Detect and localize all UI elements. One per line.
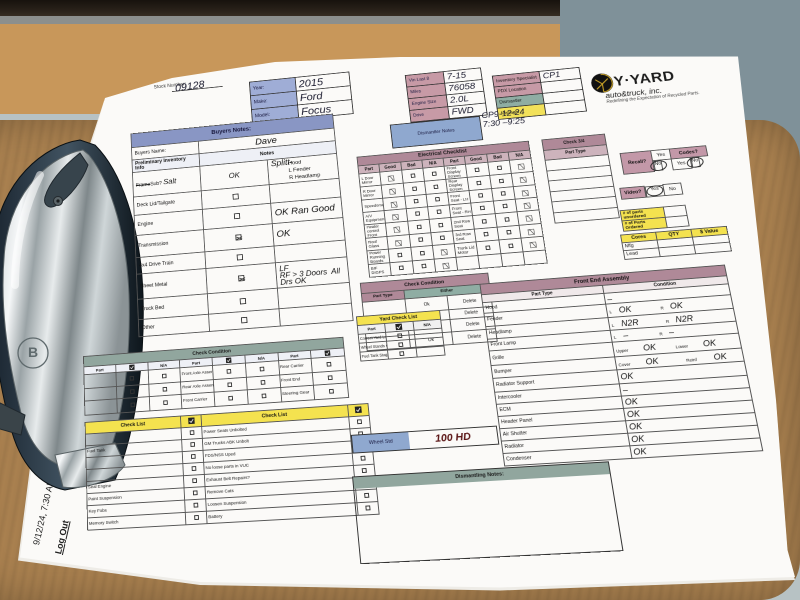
- svg-text:B: B: [28, 344, 38, 360]
